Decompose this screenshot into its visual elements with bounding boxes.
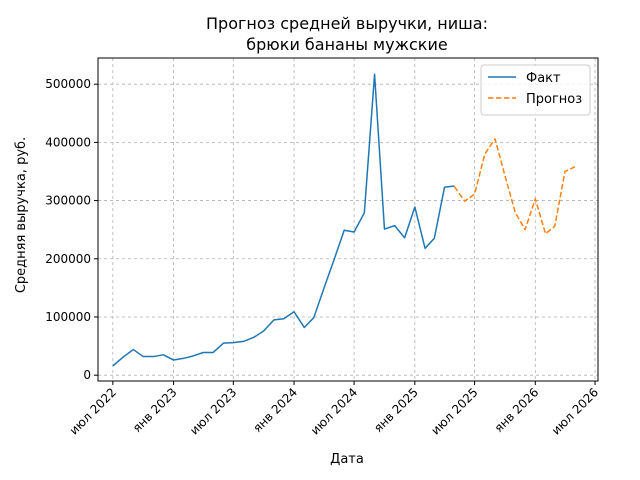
series-line-forecast	[453, 138, 576, 235]
y-tick-label: 300000	[45, 194, 91, 208]
y-tick-label: 500000	[45, 77, 91, 91]
chart-title-line-1: Прогноз средней выручки, ниша:	[206, 14, 488, 33]
y-axis-label: Средняя выручка, руб.	[14, 137, 29, 293]
chart-title-line-2: брюки бананы мужские	[246, 35, 447, 54]
y-tick-label: 0	[83, 368, 91, 382]
legend: Факт Прогноз	[480, 64, 591, 116]
y-tick-label: 400000	[45, 135, 91, 149]
y-tick-label: 100000	[45, 310, 91, 324]
legend-label-fact: Факт	[526, 71, 561, 86]
plot-area-frame	[97, 57, 599, 382]
series-line-fact	[112, 73, 455, 367]
series-lines	[112, 73, 576, 367]
y-axis-ticks: 0 100000 200000 300000 400000 500000	[45, 77, 98, 382]
x-axis-label: Дата	[330, 452, 364, 467]
legend-label-forecast: Прогноз	[526, 92, 582, 107]
y-tick-label: 200000	[45, 252, 91, 266]
